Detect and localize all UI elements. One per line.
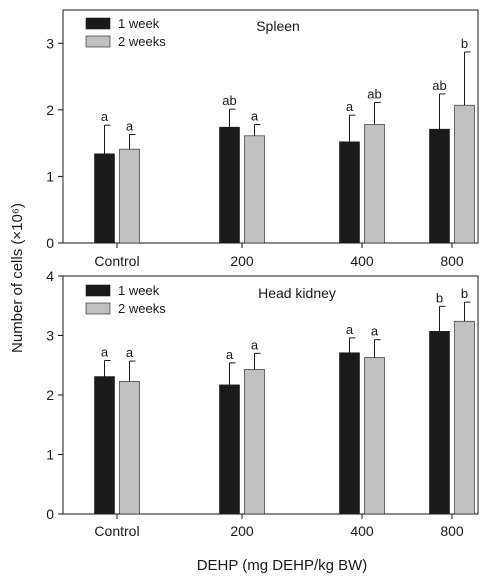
y-tick-label: 1 bbox=[46, 447, 54, 463]
significance-label: a bbox=[126, 345, 134, 360]
bar bbox=[119, 381, 140, 515]
y-tick-label: 4 bbox=[46, 268, 54, 284]
legend-label: 1 week bbox=[118, 16, 160, 31]
bar bbox=[429, 128, 450, 244]
y-tick-label: 3 bbox=[46, 328, 54, 344]
significance-label: b bbox=[461, 36, 468, 51]
y-tick-label: 2 bbox=[46, 102, 54, 118]
bar bbox=[339, 352, 360, 515]
x-tick-label: Control bbox=[94, 253, 139, 269]
legend-label: 2 weeks bbox=[118, 34, 166, 49]
legend-swatch bbox=[85, 17, 111, 30]
bar bbox=[94, 153, 115, 244]
bar bbox=[219, 384, 240, 515]
y-tick-label: 0 bbox=[46, 506, 54, 522]
significance-label: ab bbox=[222, 93, 236, 108]
y-tick-label: 0 bbox=[46, 235, 54, 251]
legend-label: 2 weeks bbox=[118, 301, 166, 316]
significance-label: a bbox=[226, 347, 234, 362]
legend-swatch bbox=[85, 284, 111, 297]
x-tick-label: 400 bbox=[350, 253, 374, 269]
significance-label: a bbox=[346, 99, 354, 114]
plot-frame bbox=[62, 9, 479, 244]
y-tick-label: 3 bbox=[46, 35, 54, 51]
bar bbox=[454, 320, 475, 515]
head-kidney-panel: 0 1 2 3 4 Control 200 400 800 a a a b a a a b 1 week 2 wee… bbox=[46, 268, 479, 539]
significance-label: a bbox=[251, 109, 259, 124]
x-tick-label: 400 bbox=[350, 523, 374, 539]
significance-label: a bbox=[101, 109, 109, 124]
x-tick-label: 200 bbox=[230, 523, 254, 539]
bar bbox=[364, 124, 385, 244]
significance-label: a bbox=[251, 337, 259, 352]
significance-label: a bbox=[101, 344, 109, 359]
significance-label: a bbox=[371, 324, 379, 339]
legend-swatch bbox=[85, 35, 111, 48]
significance-label: ab bbox=[432, 78, 446, 93]
y-tick-label: 2 bbox=[46, 387, 54, 403]
panel-title: Head kidney bbox=[258, 285, 336, 301]
significance-label: a bbox=[126, 118, 134, 133]
significance-label: a bbox=[346, 322, 354, 337]
y-tick-label: 1 bbox=[46, 168, 54, 184]
bar bbox=[219, 126, 240, 244]
x-axis-title: DEHP (mg DEHP/kg BW) bbox=[197, 557, 368, 574]
bar bbox=[454, 104, 475, 244]
significance-label: b bbox=[461, 286, 468, 301]
x-tick-label: 800 bbox=[440, 523, 464, 539]
x-tick-label: 800 bbox=[440, 253, 464, 269]
legend-swatch bbox=[85, 302, 111, 315]
bar bbox=[429, 331, 450, 515]
significance-label: b bbox=[436, 290, 443, 305]
bar bbox=[94, 376, 115, 515]
bar bbox=[244, 369, 265, 515]
significance-label: ab bbox=[367, 87, 381, 102]
panel-title: Spleen bbox=[256, 18, 300, 34]
y-axis-title: Number of cells (×10⁶) bbox=[9, 203, 26, 353]
bar bbox=[119, 148, 140, 244]
bar bbox=[364, 357, 385, 515]
bar bbox=[339, 141, 360, 244]
x-tick-label: Control bbox=[94, 523, 139, 539]
bar bbox=[244, 135, 265, 244]
legend-label: 1 week bbox=[118, 283, 160, 298]
x-tick-label: 200 bbox=[230, 253, 254, 269]
